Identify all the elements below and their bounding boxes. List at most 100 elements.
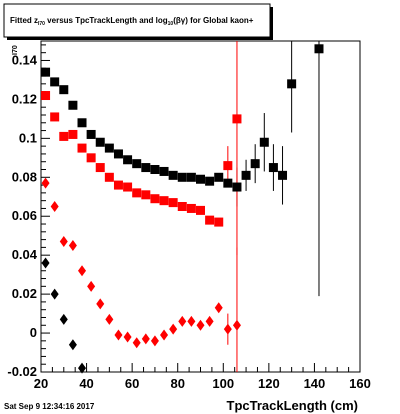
data-point-diamond: [96, 298, 105, 310]
data-point-square: [141, 163, 151, 173]
chart-title-sub1: I70: [38, 21, 45, 27]
data-point-square: [223, 161, 233, 171]
x-tick-label: 60: [125, 376, 139, 391]
y-tick-label: -0.02: [7, 364, 37, 379]
tick-labels: 20 40 60 80 100 120 140 160 -0.02 0 0.02 0.04 0.06 0.…: [7, 52, 370, 391]
error-bars: [227, 41, 320, 372]
data-point-diamond: [196, 319, 205, 331]
data-point-square: [205, 215, 215, 225]
data-point-diamond: [178, 315, 187, 327]
data-point-square: [123, 182, 133, 192]
data-point-square: [86, 129, 96, 139]
data-point-square: [287, 79, 297, 89]
data-point-diamond: [50, 201, 59, 212]
data-point-square: [186, 203, 196, 213]
data-point-diamond: [160, 329, 169, 341]
y-tick-label: 0.12: [12, 91, 37, 106]
data-point-square: [250, 159, 260, 169]
title-box-frame: [3, 3, 271, 38]
chart-title-pre: Fitted z: [10, 16, 38, 25]
data-point-diamond: [59, 313, 68, 325]
data-point-square: [59, 131, 69, 141]
y-tick-label: 0.02: [12, 286, 37, 301]
data-point-diamond: [205, 315, 214, 327]
y-tick-label: 0.14: [12, 52, 38, 67]
data-point-square: [86, 153, 96, 163]
data-point-diamond: [214, 302, 223, 314]
data-point-square: [123, 155, 133, 165]
data-point-square: [59, 85, 69, 95]
chart-title: Fitted zI70 versus TpcTrackLength and lo…: [10, 16, 254, 27]
x-tick-label: 120: [258, 376, 280, 391]
data-point-diamond: [87, 280, 96, 292]
data-point-square: [95, 163, 105, 173]
title-box-shadow-bottom: [7, 37, 273, 40]
data-point-square: [232, 114, 242, 124]
x-axis-title: TpcTrackLength (cm): [227, 398, 358, 413]
data-point-diamond: [50, 288, 59, 300]
x-tick-label: 100: [212, 376, 234, 391]
data-point-square: [214, 172, 224, 182]
y-tick-label: 0.04: [12, 247, 38, 262]
data-point-square: [168, 170, 178, 180]
data-point-diamond: [223, 323, 232, 335]
data-point-diamond: [150, 335, 159, 347]
data-marks: [41, 44, 324, 374]
data-point-diamond: [114, 329, 123, 341]
data-point-diamond: [132, 337, 141, 349]
chart-title-sub2: 10: [168, 21, 174, 27]
x-tick-label: 80: [170, 376, 184, 391]
data-point-square: [150, 194, 160, 204]
data-point-square: [50, 112, 60, 122]
data-point-square: [150, 165, 160, 175]
chart-title-post: (βγ) for Global kaon+: [173, 16, 254, 25]
data-point-square: [196, 205, 205, 215]
data-point-square: [77, 143, 87, 153]
data-point-square: [278, 170, 288, 180]
data-point-square: [68, 100, 78, 110]
data-point-square: [50, 77, 60, 87]
data-point-square: [104, 172, 114, 182]
data-point-square: [159, 196, 169, 206]
data-point-square: [186, 172, 196, 182]
data-point-square: [41, 67, 51, 77]
datestamp: Sat Sep 9 12:34:16 2017: [4, 402, 95, 411]
y-tick-label: 0: [30, 325, 37, 340]
data-point-diamond: [68, 339, 77, 351]
data-point-square: [132, 188, 142, 198]
data-point-square: [104, 143, 114, 153]
y-tick-label: 0.06: [12, 208, 37, 223]
title-box: Fitted zI70 versus TpcTrackLength and lo…: [3, 3, 273, 40]
y-axis-label: I70: [12, 45, 19, 55]
x-tick-label: 40: [79, 376, 93, 391]
data-point-square: [241, 170, 251, 180]
y-tick-label: 0.08: [12, 169, 37, 184]
data-point-square: [223, 178, 233, 188]
data-point-diamond: [232, 319, 241, 331]
data-point-square: [214, 217, 224, 227]
data-point-diamond: [105, 313, 114, 325]
data-point-diamond: [68, 239, 77, 251]
data-point-diamond: [123, 331, 132, 343]
data-point-square: [177, 202, 187, 211]
data-point-square: [77, 118, 87, 128]
data-point-diamond: [41, 257, 50, 269]
data-point-diamond: [187, 315, 196, 327]
x-tick-label: 140: [304, 376, 326, 391]
data-point-square: [177, 172, 187, 182]
data-point-diamond: [59, 236, 68, 248]
data-point-square: [113, 149, 123, 159]
data-point-square: [41, 91, 51, 101]
data-point-square: [68, 129, 78, 139]
x-tick-label: 160: [349, 376, 371, 391]
data-point-diamond: [169, 323, 178, 335]
data-point-square: [159, 166, 169, 176]
data-point-square: [132, 159, 142, 169]
y-tick-label: 0.1: [19, 130, 37, 145]
chart-title-mid: versus TpcTrackLength and log: [45, 16, 168, 25]
data-point-square: [113, 180, 123, 190]
title-box-shadow-right: [270, 7, 273, 40]
x-tick-label: 20: [34, 376, 48, 391]
data-point-square: [95, 137, 105, 147]
